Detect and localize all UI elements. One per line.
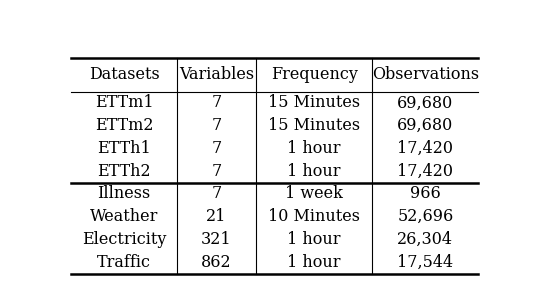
Text: Illness: Illness [98, 185, 151, 202]
Text: 862: 862 [201, 254, 232, 271]
Text: Weather: Weather [90, 208, 158, 225]
Text: ETTm1: ETTm1 [95, 94, 153, 111]
Text: 69,680: 69,680 [397, 94, 453, 111]
Text: 17,420: 17,420 [397, 163, 453, 180]
Text: ETTm2: ETTm2 [95, 117, 153, 134]
Text: 15 Minutes: 15 Minutes [268, 117, 360, 134]
Text: ETTh1: ETTh1 [97, 140, 151, 157]
Text: 7: 7 [211, 163, 222, 180]
Text: 1 hour: 1 hour [287, 163, 341, 180]
Text: 17,544: 17,544 [397, 254, 453, 271]
Text: Electricity: Electricity [82, 231, 166, 248]
Text: 321: 321 [201, 231, 232, 248]
Text: 10 Minutes: 10 Minutes [268, 208, 360, 225]
Text: 26,304: 26,304 [397, 231, 453, 248]
Text: Variables: Variables [179, 67, 254, 83]
Text: 1 week: 1 week [285, 185, 343, 202]
Text: Observations: Observations [372, 67, 479, 83]
Text: 7: 7 [211, 185, 222, 202]
Text: 7: 7 [211, 117, 222, 134]
Text: 7: 7 [211, 94, 222, 111]
Text: 17,420: 17,420 [397, 140, 453, 157]
Text: 69,680: 69,680 [397, 117, 453, 134]
Text: 966: 966 [410, 185, 441, 202]
Text: 52,696: 52,696 [397, 208, 453, 225]
Text: 7: 7 [211, 140, 222, 157]
Text: Traffic: Traffic [97, 254, 151, 271]
Text: 1 hour: 1 hour [287, 231, 341, 248]
Text: Datasets: Datasets [89, 67, 160, 83]
Text: 1 hour: 1 hour [287, 254, 341, 271]
Text: 21: 21 [206, 208, 227, 225]
Text: 15 Minutes: 15 Minutes [268, 94, 360, 111]
Text: Frequency: Frequency [271, 67, 358, 83]
Text: ETTh2: ETTh2 [98, 163, 151, 180]
Text: 1 hour: 1 hour [287, 140, 341, 157]
